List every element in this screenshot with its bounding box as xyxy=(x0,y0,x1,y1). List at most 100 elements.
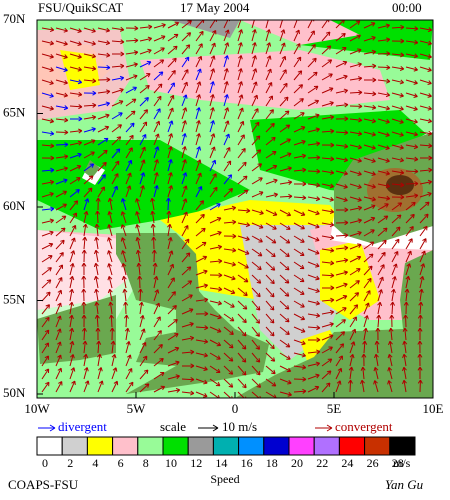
wind-vector xyxy=(279,313,290,323)
wind-vector xyxy=(195,241,207,250)
wind-vector xyxy=(349,103,363,109)
wind-vector xyxy=(307,155,321,161)
wind-vector xyxy=(195,172,202,185)
wind-vector xyxy=(237,94,244,107)
wind-vector xyxy=(377,227,388,237)
colorbar-swatch xyxy=(338,436,366,456)
wind-vector xyxy=(279,166,292,172)
wind-vector xyxy=(363,204,376,211)
wind-vector xyxy=(139,341,147,354)
wind-vector xyxy=(138,301,144,315)
wind-vector xyxy=(153,343,163,354)
wind-vector xyxy=(265,81,273,94)
wind-vector xyxy=(83,139,96,146)
wind-vector xyxy=(335,282,348,289)
wind-vector xyxy=(363,49,377,55)
wind-vector xyxy=(279,287,290,297)
wind-vector xyxy=(335,196,348,202)
wind-vector xyxy=(251,94,259,107)
wind-vector xyxy=(419,191,432,198)
wind-vector xyxy=(265,300,275,311)
latitude-label: 65N xyxy=(3,104,26,119)
wind-vector xyxy=(237,81,244,94)
wind-vector xyxy=(391,182,405,188)
wind-vector xyxy=(237,339,247,350)
wind-vector xyxy=(97,161,107,172)
wind-vector xyxy=(251,326,260,337)
wind-vector xyxy=(107,276,113,289)
wind-vector xyxy=(405,144,419,150)
wind-vector xyxy=(41,179,55,185)
colorbar-swatch xyxy=(112,436,139,456)
wind-vector xyxy=(181,159,187,172)
wind-vector xyxy=(335,232,349,238)
colorbar-swatch xyxy=(263,436,290,456)
wind-vector xyxy=(419,130,433,136)
wind-vector xyxy=(307,325,321,331)
wind-vector xyxy=(68,301,74,315)
wind-vector xyxy=(41,242,54,250)
wind-vector xyxy=(55,328,62,341)
wind-vector xyxy=(95,327,101,341)
wind-vector xyxy=(419,118,433,124)
wind-vector xyxy=(307,57,317,68)
wind-vector xyxy=(405,131,419,137)
wind-vector xyxy=(125,134,134,146)
wind-vector xyxy=(377,51,391,57)
wind-vector xyxy=(265,235,277,244)
wind-vector xyxy=(377,118,390,124)
wind-vector xyxy=(377,215,389,224)
wind-vector xyxy=(417,327,423,341)
wind-vector xyxy=(83,127,96,133)
wind-vector xyxy=(391,238,400,250)
colorbar-tick-label: 2 xyxy=(67,456,73,470)
wind-vector xyxy=(237,248,250,255)
wind-vector xyxy=(81,288,87,302)
wind-vector xyxy=(181,238,190,250)
wind-vector xyxy=(209,29,217,42)
wind-vector xyxy=(419,79,432,85)
wind-vector xyxy=(69,189,80,198)
wind-vector xyxy=(279,391,292,397)
wind-vector xyxy=(97,380,104,393)
wind-vector xyxy=(265,68,272,81)
wind-vector xyxy=(97,89,111,95)
wind-vector xyxy=(69,314,74,328)
wind-vector xyxy=(153,357,164,367)
wind-vector xyxy=(153,133,160,146)
wind-vector xyxy=(181,107,188,120)
wind-vector xyxy=(97,149,108,159)
wind-vector xyxy=(195,311,209,317)
wind-vector xyxy=(41,381,50,393)
wind-vector xyxy=(321,73,333,81)
map xyxy=(36,19,434,399)
wind-vector xyxy=(418,288,424,302)
wind-vector xyxy=(251,163,263,172)
wind-vector xyxy=(223,274,236,281)
wind-vector xyxy=(391,170,405,175)
wind-vector xyxy=(363,327,368,341)
time-title: 00:00 xyxy=(392,0,422,15)
wind-vector xyxy=(349,230,362,237)
wind-vector xyxy=(419,40,433,46)
wind-vector xyxy=(93,275,99,289)
wind-vector xyxy=(237,287,248,297)
longitude-label: 10W xyxy=(24,401,50,416)
wind-vector xyxy=(349,62,362,68)
wind-vector xyxy=(209,217,222,224)
wind-vector xyxy=(97,353,102,367)
wind-vector xyxy=(391,118,404,124)
wind-vector xyxy=(69,66,82,72)
wind-vector xyxy=(251,248,263,257)
wind-vector xyxy=(181,133,187,146)
wind-vector xyxy=(153,385,166,393)
wind-vector xyxy=(153,23,166,29)
wind-vector xyxy=(111,75,125,81)
wind-vector xyxy=(123,314,129,328)
wind-vector xyxy=(265,192,279,198)
wind-vector xyxy=(97,367,103,380)
wind-vector xyxy=(153,71,164,81)
wind-vector xyxy=(167,133,174,146)
wind-vector xyxy=(195,68,202,81)
wind-vector xyxy=(195,185,203,198)
